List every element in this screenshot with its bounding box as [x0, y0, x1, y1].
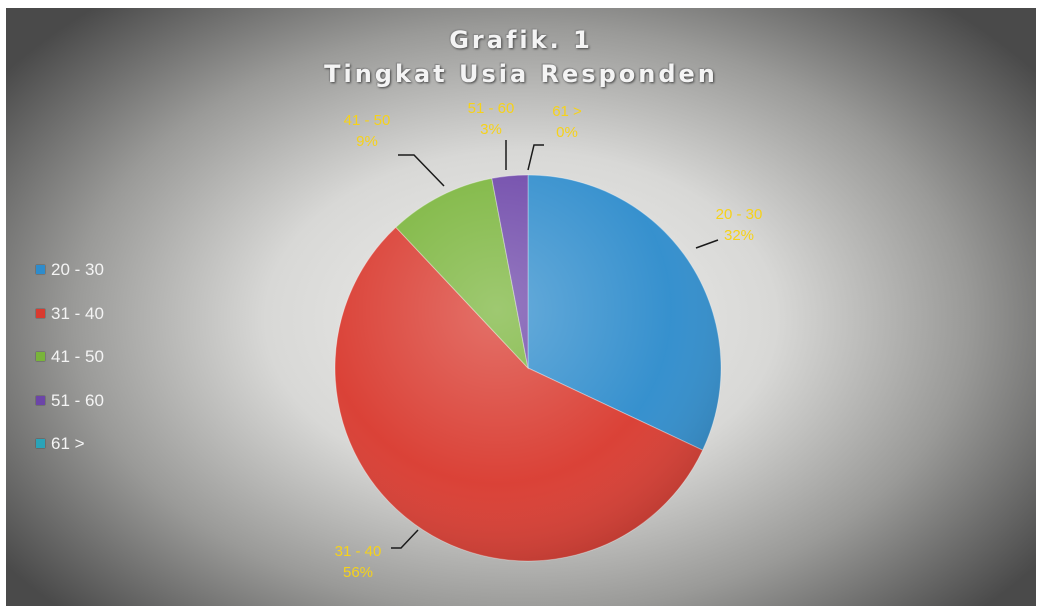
- leader-line-61-plus: [527, 144, 544, 171]
- data-label-category-31-40: 31 - 40: [335, 543, 382, 560]
- legend-swatch-31-40: [36, 308, 45, 318]
- legend-swatch-41-50: [36, 352, 45, 361]
- pie-chart: 20 - 30 32% 31 - 40 56% 41 - 50 9% 51 - 60 3% 61…: [334, 100, 763, 581]
- data-label-category-20-30: 20 - 30: [716, 206, 763, 223]
- legend-item: 20 - 30: [36, 260, 104, 304]
- legend: 20 - 30 31 - 40 41 - 50 51 - 60 61 >: [36, 260, 104, 478]
- data-label-category-41-50: 41 - 50: [344, 112, 391, 129]
- legend-swatch-51-60: [36, 395, 45, 405]
- data-label-value-20-30: 32%: [724, 227, 754, 244]
- legend-label: 61 >: [51, 434, 85, 453]
- leader-line-20-30: [695, 239, 719, 249]
- chart-title-line-2: Tingkat Usia Responden: [324, 60, 718, 88]
- legend-label: 51 - 60: [51, 390, 104, 410]
- leader-line-41-50: [398, 154, 445, 187]
- legend-item: 51 - 60: [36, 391, 104, 435]
- legend-item: 41 - 50: [36, 347, 104, 391]
- data-label-value-51-60: 3%: [480, 121, 502, 138]
- legend-swatch-20-30: [36, 265, 45, 274]
- legend-label: 41 - 50: [51, 347, 104, 366]
- legend-item: 31 - 40: [36, 304, 104, 348]
- chart-title-line-1: Grafik. 1: [449, 26, 593, 54]
- legend-swatch-61-plus: [36, 439, 45, 448]
- data-label-category-61-plus: 61 >: [552, 103, 582, 120]
- legend-item: 61 >: [36, 434, 104, 478]
- chart-background: Grafik. 1 Tingkat Usia Responden 20 - 30…: [6, 8, 1036, 606]
- data-label-category-51-60: 51 - 60: [468, 100, 515, 117]
- data-label-value-41-50: 9%: [356, 133, 378, 150]
- data-label-value-31-40: 56%: [343, 564, 373, 581]
- legend-label: 31 - 40: [51, 303, 104, 323]
- legend-label: 20 - 30: [51, 260, 104, 279]
- leader-line-31-40: [391, 529, 419, 549]
- data-label-value-61-plus: 0%: [556, 124, 578, 141]
